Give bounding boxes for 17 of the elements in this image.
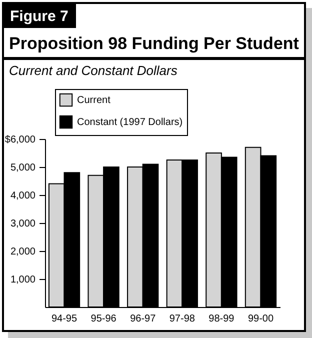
x-tick-label: 98-99 (208, 314, 235, 324)
x-tick-label: 96-97 (130, 314, 156, 324)
chart-title: Proposition 98 Funding Per Student (4, 28, 304, 60)
y-tick-label: 5,000 (10, 162, 36, 174)
chart-subtitle: Current and Constant Dollars (8, 62, 178, 80)
x-tick-label: 95-96 (90, 314, 117, 324)
y-tick-label: 3,000 (10, 218, 36, 230)
y-tick-label: 1,000 (10, 274, 36, 286)
x-tick-label: 97-98 (169, 314, 196, 324)
y-tick-label: 4,000 (10, 190, 36, 202)
y-tick-label: $6,000 (4, 134, 36, 146)
legend-label: Constant (1997 Dollars) (77, 117, 183, 128)
legend-label: Current (77, 95, 111, 106)
x-tick-label: 99-00 (248, 314, 274, 324)
x-tick-label: 94-95 (51, 314, 78, 324)
y-tick-label: 2,000 (10, 246, 36, 258)
caption: Figure 7 (4, 4, 76, 28)
